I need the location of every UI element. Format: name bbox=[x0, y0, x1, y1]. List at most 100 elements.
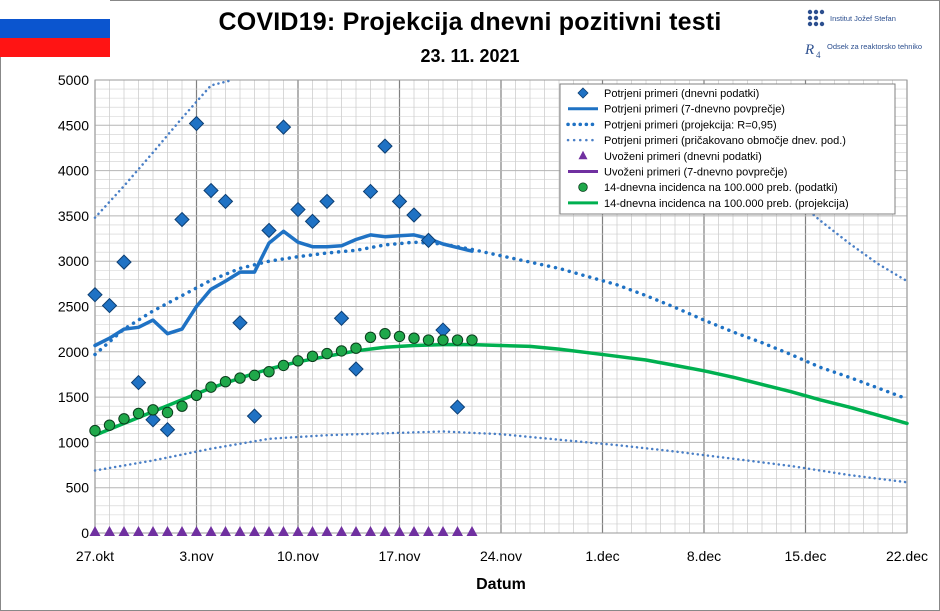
legend-label: Potrjeni primeri (projekcija: R=0,95) bbox=[604, 119, 777, 131]
daily-cases-marker bbox=[319, 193, 335, 210]
daily-cases-marker bbox=[188, 115, 205, 132]
legend-label: Potrjeni primeri (7-dnevno povprečje) bbox=[604, 104, 785, 116]
x-tick-label: 22.dec bbox=[886, 548, 928, 564]
imported-cases-marker bbox=[176, 526, 188, 536]
imported-cases-marker bbox=[191, 526, 202, 536]
incidence-marker bbox=[161, 406, 174, 419]
daily-cases-marker bbox=[333, 310, 350, 326]
daily-cases-marker bbox=[203, 182, 219, 199]
r4-logo-icon: R 4 bbox=[804, 42, 821, 60]
flag-red-stripe bbox=[0, 38, 110, 57]
incidence-marker bbox=[190, 389, 203, 401]
incidence-marker bbox=[364, 331, 377, 344]
incidence-marker bbox=[408, 332, 420, 344]
y-tick-label: 0 bbox=[81, 525, 89, 541]
y-tick-label: 2500 bbox=[58, 299, 89, 315]
daily-cases-marker bbox=[290, 201, 306, 218]
x-tick-label: 3.nov bbox=[179, 548, 213, 564]
legend-box bbox=[559, 83, 896, 215]
incidence-marker bbox=[350, 342, 362, 354]
flag-blue-stripe bbox=[0, 19, 110, 38]
svg-text:4: 4 bbox=[816, 50, 821, 60]
incidence-marker bbox=[132, 407, 145, 420]
y-tick-label: 4000 bbox=[58, 163, 89, 179]
incidence-marker bbox=[393, 330, 406, 343]
imported-cases-marker bbox=[437, 526, 449, 536]
imported-cases-marker bbox=[89, 526, 101, 536]
daily-cases-marker bbox=[145, 412, 161, 428]
legend-label: Potrjeni primeri (dnevni podatki) bbox=[604, 88, 759, 100]
incidence-marker bbox=[321, 347, 333, 360]
daily-cases-marker bbox=[391, 193, 408, 210]
daily-cases-marker bbox=[130, 374, 147, 391]
y-axis-ticks: 0 500 1000 1500 2000 2500 3000 3500 4000 4500 5000 bbox=[58, 72, 89, 541]
x-axis-ticks: 27.okt 3.nov 10.nov 17.nov 24.nov 1.dec 8.dec 1… bbox=[76, 548, 928, 564]
x-axis-label: Datum bbox=[476, 576, 526, 593]
imported-cases-marker bbox=[278, 526, 289, 536]
incidence-marker bbox=[422, 334, 435, 346]
legend-triangle-icon bbox=[578, 150, 588, 160]
legend-label: Potrjeni primeri (pričakovano območje dn… bbox=[604, 135, 846, 147]
x-tick-label: 15.dec bbox=[784, 548, 826, 564]
incidence-marker bbox=[89, 424, 101, 437]
daily-cases-marker bbox=[377, 138, 393, 154]
y-tick-label: 500 bbox=[66, 480, 90, 496]
org-name: Institut Jožef Stefan bbox=[830, 14, 896, 23]
imported-cases-marker bbox=[350, 526, 362, 536]
incidence-marker bbox=[306, 350, 319, 363]
legend-label: 14-dnevna incidenca na 100.000 preb. (pr… bbox=[604, 198, 849, 210]
imported-cases-marker bbox=[234, 526, 246, 536]
imported-cases-marker bbox=[249, 526, 260, 536]
incidence-marker bbox=[335, 345, 348, 357]
y-tick-label: 4500 bbox=[58, 117, 89, 133]
daily-cases-marker bbox=[261, 222, 277, 239]
chart-title: COVID19: Projekcija dnevni pozitivni tes… bbox=[218, 8, 722, 36]
imported-cases-marker bbox=[147, 526, 159, 536]
imported-cases-marker bbox=[466, 526, 478, 536]
imported-cases-marker bbox=[118, 526, 130, 536]
y-tick-label: 5000 bbox=[58, 72, 89, 88]
y-tick-label: 3500 bbox=[58, 208, 89, 224]
incidence-marker bbox=[219, 375, 232, 388]
incidence-marker bbox=[277, 359, 290, 372]
range-lower-line bbox=[93, 430, 909, 484]
y-tick-label: 2000 bbox=[58, 344, 89, 360]
daily-cases-marker bbox=[174, 211, 190, 228]
daily-cases-marker bbox=[348, 361, 364, 377]
legend: Potrjeni primeri (dnevni podatki) Potrjen… bbox=[559, 83, 896, 215]
legend-label: Uvoženi primeri (7-dnevno povprečje) bbox=[604, 167, 787, 179]
incidence-marker bbox=[103, 419, 116, 431]
incidence-marker bbox=[118, 413, 130, 425]
imported-cases-marker bbox=[321, 526, 333, 536]
y-tick-label: 3000 bbox=[58, 253, 89, 269]
imported-cases-marker bbox=[162, 526, 173, 536]
chart-date: 23. 11. 2021 bbox=[420, 46, 520, 66]
daily-cases-marker bbox=[275, 119, 292, 135]
slovenia-flag-icon bbox=[0, 0, 110, 57]
imported-cases-marker bbox=[394, 526, 405, 536]
daily-cases-marker bbox=[159, 422, 176, 438]
legend-label: 14-dnevna incidenca na 100.000 preb. (po… bbox=[604, 182, 838, 194]
legend-diamond-icon bbox=[577, 87, 589, 99]
flag-white-stripe bbox=[0, 0, 110, 19]
daily-cases-marker bbox=[362, 183, 379, 200]
imported-cases-marker bbox=[220, 526, 231, 536]
incidence-marker bbox=[466, 334, 478, 346]
imported-cases-marker bbox=[365, 526, 376, 536]
incidence-marker bbox=[451, 334, 464, 346]
incidence-marker bbox=[292, 355, 304, 367]
legend-circle-icon bbox=[578, 182, 588, 192]
y-tick-label: 1000 bbox=[58, 434, 89, 450]
imported-cases-marker bbox=[452, 526, 463, 536]
avg7-line bbox=[93, 229, 474, 348]
imported-cases-marker bbox=[205, 526, 217, 536]
plot-border bbox=[94, 79, 908, 534]
ijs-logo-icon bbox=[807, 9, 825, 27]
incidence-marker bbox=[379, 327, 391, 340]
imported-cases-marker bbox=[292, 526, 304, 536]
incidence-marker bbox=[147, 404, 159, 416]
x-tick-label: 8.dec bbox=[687, 548, 721, 564]
imported-cases-marker bbox=[423, 526, 434, 536]
imported-cases-marker bbox=[379, 526, 391, 536]
